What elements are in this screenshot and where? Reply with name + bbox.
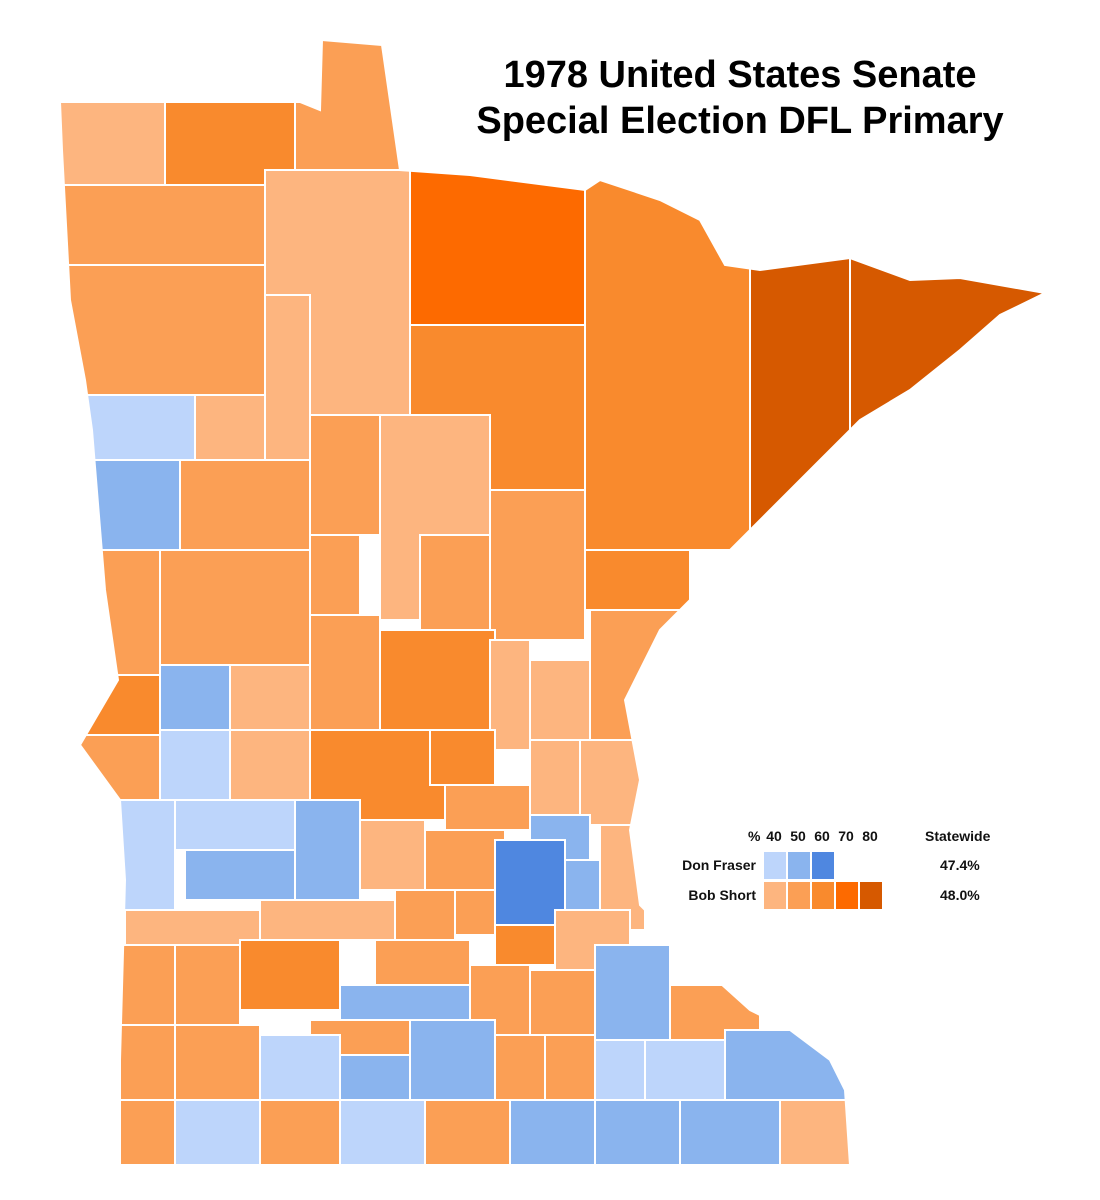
county-becker — [179, 459, 311, 551]
county-wadena — [309, 534, 361, 616]
county-houston — [779, 1099, 856, 1165]
county-watonwan — [259, 1034, 341, 1101]
legend-candidate-fraser: Don Fraser — [682, 857, 756, 873]
county-goodhue — [594, 944, 671, 1041]
county-benton — [429, 729, 496, 786]
county-sherburne — [444, 784, 531, 831]
county-kanabec — [529, 659, 591, 741]
county-marshall — [60, 184, 266, 266]
county-lincoln — [119, 944, 176, 1026]
county-traverse — [60, 674, 161, 736]
swatch-fraser-60 — [812, 852, 835, 879]
legend-statewide-label: Statewide — [925, 828, 991, 844]
county-pennington-red-lake — [60, 264, 266, 396]
county-lake — [749, 249, 851, 551]
county-swift — [174, 799, 296, 851]
county-st-louis — [584, 179, 751, 551]
map-title-line-1: 1978 United States Senate — [503, 54, 977, 96]
county-waseca — [494, 1034, 546, 1101]
county-meeker — [359, 819, 426, 891]
legend-tick-60: 60 — [814, 828, 830, 844]
swatch-fraser-40 — [764, 852, 787, 879]
county-blue-earth — [409, 1019, 496, 1101]
county-stevens — [159, 729, 231, 801]
county-martin — [339, 1054, 411, 1101]
swatch-short-80 — [860, 882, 883, 909]
county-morrison — [379, 629, 496, 731]
county-wright — [424, 829, 506, 891]
county-brown — [339, 984, 471, 1021]
county-houston-w — [679, 1099, 781, 1165]
county-mcleod — [394, 889, 456, 941]
county-winona — [724, 1029, 851, 1101]
county-cook — [849, 249, 1045, 451]
county-steele — [544, 1034, 596, 1101]
county-aitkin — [489, 489, 586, 641]
county-big-stone — [60, 734, 161, 801]
county-dodge — [594, 1039, 646, 1101]
legend-percent-label: % — [748, 828, 761, 844]
county-mille-lacs — [489, 639, 531, 751]
county-renville — [259, 899, 396, 941]
county-scott — [494, 924, 556, 966]
county-hubbard — [309, 414, 381, 536]
county-redwood — [239, 939, 341, 1011]
county-olmsted — [644, 1039, 726, 1101]
county-carver — [454, 889, 496, 936]
county-pipestone — [119, 1024, 176, 1101]
county-rock — [119, 1099, 176, 1165]
county-pope — [229, 729, 311, 801]
swatch-short-70 — [836, 882, 859, 909]
legend-candidate-short: Bob Short — [688, 887, 756, 903]
county-ramsey — [564, 859, 601, 911]
county-carlton — [584, 549, 691, 611]
swatch-short-60 — [812, 882, 835, 909]
map-title-line-2: Special Election DFL Primary — [476, 100, 1004, 142]
county-rice — [529, 969, 596, 1036]
county-kittson — [60, 94, 166, 186]
legend-statewide-short: 48.0% — [940, 887, 980, 903]
county-sibley — [374, 939, 471, 986]
legend-tick-40: 40 — [766, 828, 782, 844]
county-chisago — [579, 739, 641, 826]
county-todd — [309, 614, 381, 731]
county-douglas — [229, 664, 311, 731]
county-norman — [60, 394, 196, 461]
county-clearwater — [264, 294, 311, 461]
legend-tick-50: 50 — [790, 828, 806, 844]
county-faribault — [339, 1099, 426, 1165]
swatch-fraser-50 — [788, 852, 811, 879]
swatch-short-50 — [788, 882, 811, 909]
legend-tick-80: 80 — [862, 828, 878, 844]
county-nobles — [174, 1099, 261, 1165]
county-grant — [159, 664, 231, 731]
county-murray — [174, 1024, 261, 1101]
legend-statewide-fraser: 47.4% — [940, 857, 980, 873]
swatch-short-40 — [764, 882, 787, 909]
county-freeborn — [424, 1099, 511, 1165]
county-koochiching — [409, 169, 586, 326]
county-clay — [60, 459, 181, 551]
county-kandiyohi — [294, 799, 361, 901]
county-isanti — [529, 739, 581, 816]
county-chippewa — [184, 849, 296, 901]
county-lac-qui-parle — [60, 799, 176, 911]
county-jackson — [259, 1099, 341, 1165]
county-pine — [589, 609, 691, 751]
county-fillmore — [594, 1099, 681, 1165]
county-mower — [509, 1099, 596, 1165]
county-otter-tail — [159, 549, 311, 666]
county-mahnomen — [194, 394, 266, 461]
county-lyon — [174, 944, 241, 1026]
legend-tick-70: 70 — [838, 828, 854, 844]
